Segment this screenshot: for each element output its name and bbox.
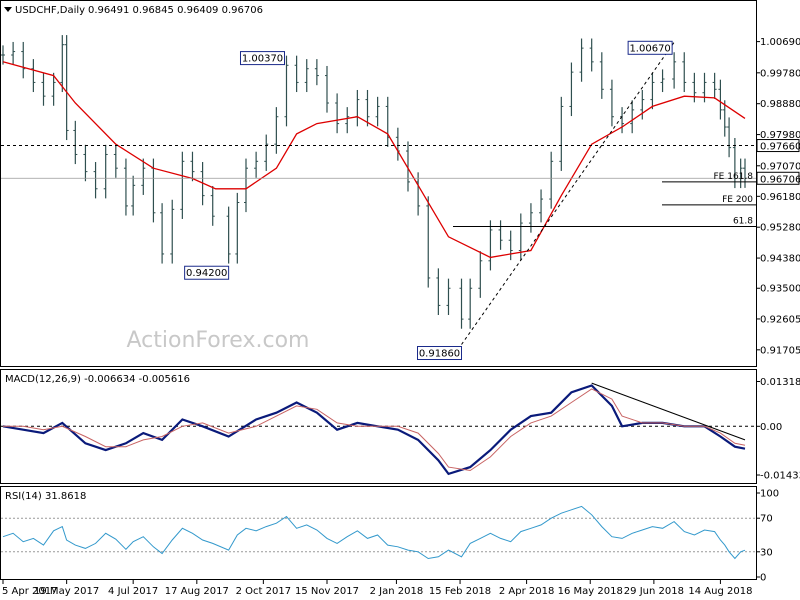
rsi-panel-frame: [0, 486, 757, 580]
annotation-box: [417, 346, 463, 361]
macd-signal-line: [3, 388, 746, 472]
annotation-label: 1.00670: [629, 43, 670, 54]
x-tick-label: 14 Aug 2018: [688, 586, 752, 597]
x-tick-label: 4 Jul 2017: [108, 586, 158, 597]
macd-line: [2, 384, 746, 476]
x-tick-label: 16 May 2018: [558, 586, 623, 597]
current-price-label: 0.96706: [760, 174, 800, 185]
annotation-label: 0.91860: [419, 349, 460, 360]
rsi-header: RSI(14) 31.8618: [5, 491, 86, 502]
fib-level-label: FE 200: [722, 195, 753, 205]
macd-plot: 0.013184 0.00 -0.014339: [1, 377, 800, 482]
macd-tick-label: 0.013184: [760, 377, 800, 388]
x-tick-label: 2 Oct 2017: [236, 586, 291, 597]
macd-tick-label: 0.00: [760, 422, 782, 433]
price-tick-label: 0.99780: [760, 68, 800, 79]
annotation-label: 0.94200: [186, 268, 227, 279]
x-tick-label: 19 May 2017: [34, 586, 99, 597]
dropdown-triangle-icon[interactable]: [4, 7, 12, 12]
fib-level-label: FE 161.8: [714, 172, 754, 182]
price-tick-label: 0.97980: [760, 130, 800, 141]
annotation-box: [239, 51, 285, 66]
x-tick-label: 29 Jun 2018: [624, 586, 684, 597]
price-tick-label: 0.95280: [760, 223, 800, 234]
price-tick-label: 1.00690: [760, 37, 800, 48]
symbol-label: USDCHF,Daily: [15, 5, 85, 16]
rsi-tick-label: 100: [760, 489, 779, 500]
x-tick-label: 17 Aug 2017: [165, 586, 229, 597]
rsi-line: [2, 505, 746, 560]
watermark: ActionForex.com: [127, 328, 310, 353]
macd-header: MACD(12,26,9) -0.006634 -0.005616: [5, 374, 190, 385]
current-price-box: [756, 171, 800, 185]
rsi-plot: 100 70 30 0: [1, 489, 779, 584]
annotation-box: [184, 265, 230, 280]
x-tick-label: 15 Feb 2018: [429, 586, 491, 597]
x-tick-label: 2 Jan 2018: [370, 586, 424, 597]
price-tick-label: 0.94380: [760, 254, 800, 265]
x-tick-label: 5 Apr 2017: [2, 586, 57, 597]
price-trendline: [461, 42, 675, 345]
price-tick-label: 0.97070: [760, 161, 800, 172]
price-tick-label: 0.92605: [760, 314, 800, 325]
macd-tick-label: -0.014339: [760, 471, 800, 482]
price-tick-label: 0.96180: [760, 192, 800, 203]
price-panel-frame: [0, 0, 757, 367]
ohlc-readout: 0.96491 0.96845 0.96409 0.96706: [88, 5, 263, 16]
level-marker-box: [756, 139, 800, 153]
level-marker-label: 0.97660: [760, 142, 800, 153]
annotation-box: [627, 40, 673, 55]
rsi-tick-label: 30: [760, 547, 773, 558]
moving-average-line: [2, 61, 746, 259]
price-tick-label: 0.98880: [760, 99, 800, 110]
rsi-tick-label: 70: [760, 514, 773, 525]
rsi-tick-label: 0: [760, 573, 766, 584]
macd-trendline: [591, 382, 746, 441]
price-plot: 1.00690 0.99780 0.98880 0.97980 0.97070 0.961…: [1, 35, 800, 361]
price-tick-label: 0.93500: [760, 284, 800, 295]
fib-level-label: 61.8: [733, 217, 753, 227]
x-tick-label: 15 Nov 2017: [295, 586, 359, 597]
x-tick-label: 2 Apr 2018: [499, 586, 554, 597]
price-tick-label: 0.91705: [760, 345, 800, 356]
annotation-label: 1.00370: [242, 54, 283, 65]
